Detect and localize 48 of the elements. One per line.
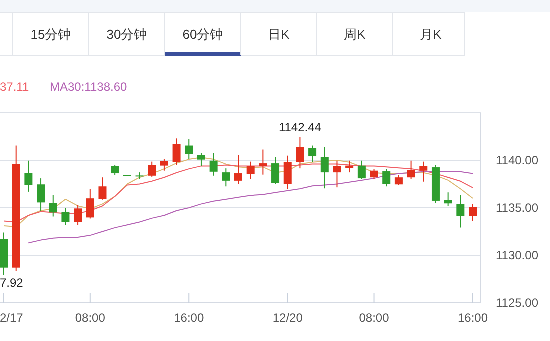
y-tick-label: 1125.00 <box>496 296 539 310</box>
x-tick-label: 12/20 <box>272 311 304 325</box>
candlestick <box>185 138 194 160</box>
annotation: 1142.44 <box>278 120 322 134</box>
candlestick <box>74 204 82 226</box>
candlestick <box>111 164 120 176</box>
candlestick <box>272 156 280 185</box>
candlestick <box>456 194 465 228</box>
x-tick-label: 16:00 <box>174 311 204 325</box>
x-tick-label: 08:00 <box>359 311 390 325</box>
candlestick <box>407 160 416 180</box>
candlestick <box>172 138 181 166</box>
candlestick <box>469 204 477 222</box>
candlestick <box>62 208 70 226</box>
candlestick <box>370 168 378 180</box>
y-tick-label: 1135.00 <box>496 201 539 215</box>
y-tick-label: 1140.00 <box>496 154 539 168</box>
candlestick <box>444 192 452 207</box>
candlestick <box>98 177 107 200</box>
candlestick <box>394 174 403 186</box>
candlestick <box>197 152 206 167</box>
text: MA30:1138.60 <box>50 80 128 94</box>
text: 37.11 <box>0 80 30 94</box>
candlestick <box>160 158 168 172</box>
candlestick <box>382 168 391 188</box>
candlestick <box>24 160 33 192</box>
x-tick-label: 16:00 <box>458 311 488 325</box>
candlestick <box>320 146 329 190</box>
candlestick <box>86 188 94 220</box>
candlestick <box>210 152 218 176</box>
x-tick-label: 08:00 <box>75 311 106 325</box>
candlestick <box>222 168 230 188</box>
y-tick-label: 1130.00 <box>496 248 539 262</box>
tabs: 15分钟 30分钟 60分钟 日K 周K 月K <box>0 12 466 56</box>
x-tick-label: 2/17 <box>0 311 24 325</box>
candlestick <box>358 160 366 180</box>
candlestick <box>37 178 46 212</box>
candlestick <box>148 161 156 178</box>
candlestick <box>308 145 317 163</box>
candlestick <box>246 161 255 180</box>
candlestick <box>420 161 428 182</box>
candlestick <box>333 160 342 188</box>
candlestick <box>259 149 268 176</box>
candlestick <box>234 154 242 185</box>
candlestick <box>284 155 292 190</box>
annotation: 7.92 <box>0 276 24 290</box>
candlestick <box>296 136 304 170</box>
candlestick <box>49 194 58 218</box>
